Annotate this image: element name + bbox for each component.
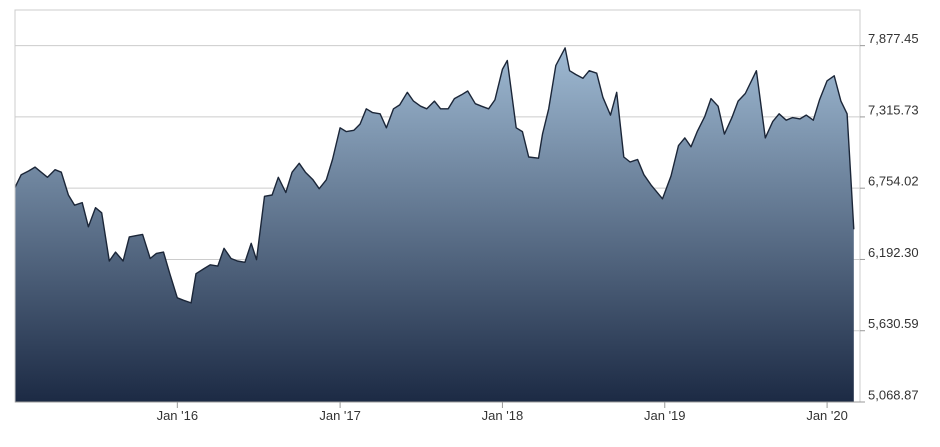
x-tick-label: Jan '17 [319, 408, 361, 423]
y-tick-label: 6,192.30 [868, 245, 919, 260]
area-fill [15, 47, 854, 403]
x-tick-label: Jan '19 [644, 408, 686, 423]
x-tick-label: Jan '18 [482, 408, 524, 423]
y-tick-label: 7,877.45 [868, 31, 919, 46]
series-line [14, 47, 855, 304]
y-tick-label: 5,630.59 [868, 316, 919, 331]
y-tick-label: 5,068.87 [868, 387, 919, 402]
y-tick-label: 7,315.73 [868, 102, 919, 117]
x-tick-label: Jan '20 [806, 408, 848, 423]
y-axis-ticks: 7,877.45 7,315.73 6,754.02 6,192.30 5,630.59… [860, 31, 919, 403]
area-series [14, 47, 855, 403]
y-tick-label: 6,754.02 [868, 174, 919, 189]
x-axis-ticks: Jan '16 Jan '17 Jan '18 Jan '19 Jan '20 [157, 402, 848, 423]
axes [14, 9, 861, 403]
x-tick-label: Jan '16 [157, 408, 199, 423]
